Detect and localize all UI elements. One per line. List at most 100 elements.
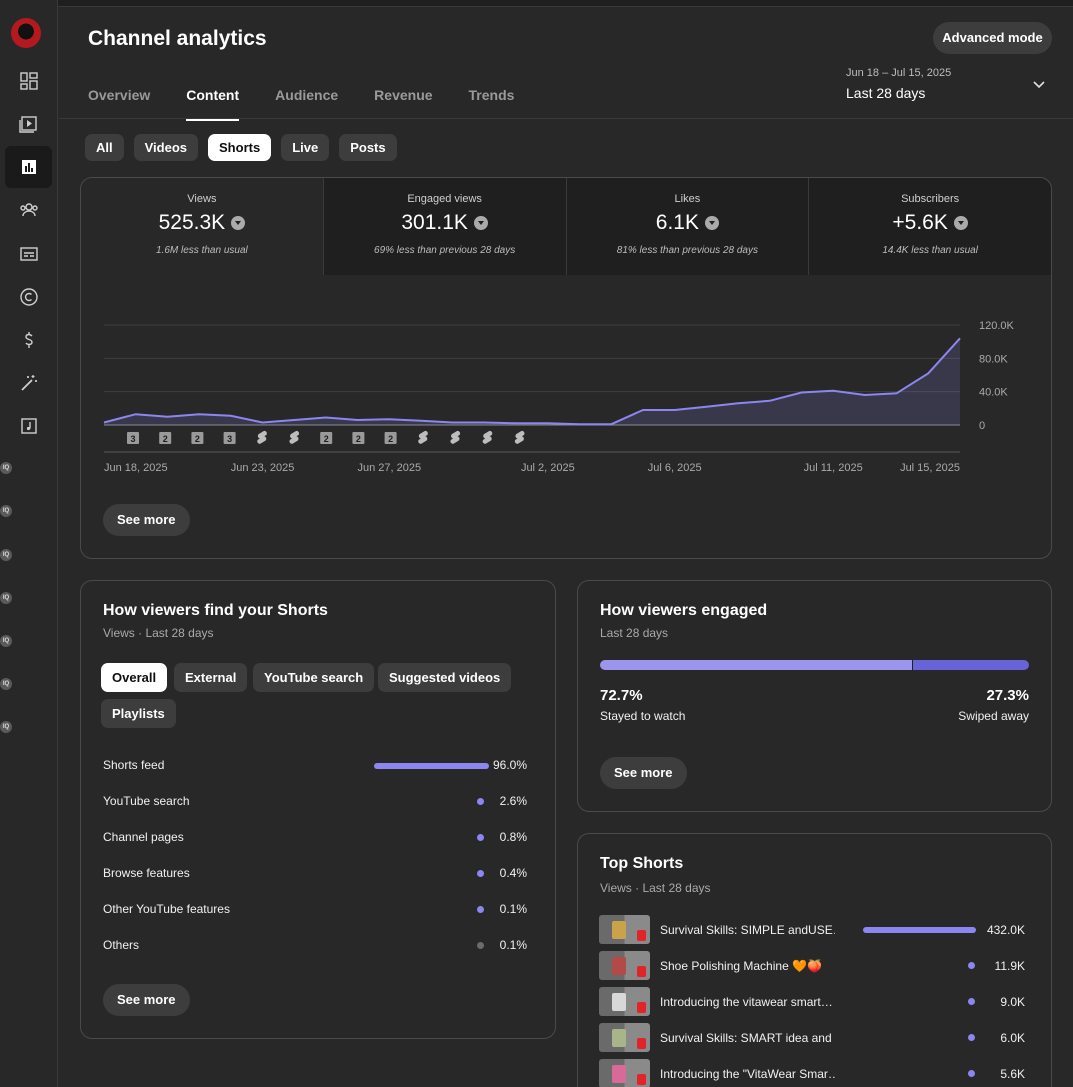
short-views-dot	[968, 1034, 975, 1041]
card-title: How viewers engaged	[600, 602, 768, 619]
upload-marker	[320, 432, 333, 444]
upload-marker	[352, 432, 365, 444]
metric-note: 69% less than previous 28 days	[374, 245, 516, 256]
y-tick-label: 120.0K	[979, 320, 1015, 332]
filter-youtube-search[interactable]: YouTube search	[253, 663, 375, 692]
chip-live[interactable]: Live	[281, 134, 330, 161]
content-icon[interactable]	[5, 103, 52, 145]
mini-channel-icon-3[interactable]: IQ	[0, 549, 12, 561]
swiped-stat: 27.3% Swiped away	[958, 687, 1029, 723]
dashboard-icon[interactable]	[5, 60, 52, 102]
short-thumbnail	[599, 1059, 650, 1087]
traffic-label: Other YouTube features	[103, 902, 230, 916]
copyright-icon[interactable]	[5, 276, 52, 318]
upload-marker-count: 3	[227, 434, 232, 444]
earn-icon[interactable]	[5, 319, 52, 361]
views-line-chart[interactable]: 120.0K 80.0K 40.0K 0 3 2 2 3 2 2 2 Jun 18, 2025 Jun …	[102, 308, 1022, 478]
top-short-row[interactable]: Introducing the "VitaWear Smar… 5.6K	[599, 1059, 1025, 1087]
short-views: 432.0K	[986, 923, 1025, 937]
shorts-icon	[637, 1074, 646, 1085]
mini-channel-icon-7[interactable]: IQ	[0, 721, 12, 733]
tabs-divider	[59, 118, 1073, 119]
card-subtitle: Last 28 days	[600, 626, 669, 640]
metric-value: 525.3K	[158, 211, 226, 234]
mini-channel-icon-6[interactable]: IQ	[0, 678, 12, 690]
arrow-down-icon	[704, 216, 719, 230]
customization-wand-icon[interactable]	[5, 362, 52, 404]
date-range-picker[interactable]: Jun 18 – Jul 15, 2025 Last 28 days	[846, 67, 1046, 107]
top-short-row[interactable]: Survival Skills: SMART idea and … 6.0K	[599, 1023, 1025, 1053]
filter-external[interactable]: External	[174, 663, 248, 692]
swiped-segment	[911, 660, 1029, 670]
filter-playlists[interactable]: Playlists	[101, 699, 176, 728]
traffic-dot	[477, 834, 484, 841]
short-title: Survival Skills: SIMPLE andUSE…	[660, 923, 835, 937]
short-views: 11.9K	[994, 959, 1025, 973]
chip-videos[interactable]: Videos	[133, 134, 199, 161]
x-tick-label: Jul 11, 2025	[804, 462, 863, 474]
tab-revenue[interactable]: Revenue	[374, 87, 433, 103]
tab-overview[interactable]: Overview	[88, 87, 151, 103]
arrow-down-icon	[473, 216, 488, 230]
short-views-bar	[863, 927, 976, 933]
shorts-icon	[637, 930, 646, 941]
date-range-dates: Jun 18 – Jul 15, 2025	[846, 67, 952, 79]
mini-channel-icon-4[interactable]: IQ	[0, 592, 12, 604]
chip-shorts[interactable]: Shorts	[208, 134, 272, 161]
mini-channel-icon-2[interactable]: IQ	[0, 505, 12, 517]
swiped-pct: 27.3%	[986, 687, 1029, 704]
metric-engaged-views[interactable]: Engaged views 301.1K 69% less than previ…	[322, 178, 566, 275]
filter-overall[interactable]: Overall	[101, 663, 168, 692]
metric-views[interactable]: Views 525.3K 1.6M less than usual	[81, 178, 323, 275]
card-title: How viewers find your Shorts	[103, 602, 328, 619]
chip-posts[interactable]: Posts	[339, 134, 397, 161]
traffic-sources-card: How viewers find your Shorts Views · Las…	[80, 580, 556, 1039]
chip-all[interactable]: All	[85, 134, 124, 161]
upload-marker	[191, 432, 204, 444]
card-subtitle: Views · Last 28 days	[600, 881, 711, 895]
tab-content[interactable]: Content	[186, 87, 239, 121]
engagement-card: How viewers engaged Last 28 days 72.7% S…	[577, 580, 1052, 812]
shorts-marker-icon	[450, 430, 461, 444]
x-tick-label: Jul 2, 2025	[521, 462, 575, 474]
channel-avatar[interactable]	[11, 18, 41, 48]
subtitles-icon[interactable]	[5, 233, 52, 275]
short-title: Introducing the "VitaWear Smar…	[660, 1067, 835, 1081]
metric-note: 1.6M less than usual	[156, 245, 248, 256]
tab-audience[interactable]: Audience	[275, 87, 339, 103]
top-short-row[interactable]: Introducing the vitawear smart… 9.0K	[599, 987, 1025, 1017]
analytics-icon[interactable]	[5, 146, 52, 188]
metric-subscribers[interactable]: Subscribers +5.6K 14.4K less than usual	[808, 178, 1051, 275]
upload-marker	[384, 432, 397, 444]
community-icon[interactable]	[5, 189, 52, 231]
traffic-row: YouTube search 2.6%	[103, 791, 527, 811]
views-area	[104, 338, 960, 425]
short-views: 6.0K	[1000, 1031, 1025, 1045]
metric-label: Likes	[674, 193, 701, 205]
advanced-mode-button[interactable]: Advanced mode	[933, 22, 1052, 54]
traffic-label: Shorts feed	[103, 758, 165, 772]
filter-suggested-videos[interactable]: Suggested videos	[378, 663, 512, 692]
date-range-label: Last 28 days	[846, 85, 926, 101]
see-more-button[interactable]: See more	[103, 504, 190, 536]
tab-trends[interactable]: Trends	[468, 87, 515, 103]
arrow-down-icon	[953, 216, 968, 230]
top-border	[0, 0, 1073, 7]
page-title: Channel analytics	[88, 27, 267, 50]
swiped-label: Swiped away	[958, 709, 1029, 723]
audio-library-icon[interactable]	[5, 405, 52, 447]
x-tick-label: Jul 15, 2025	[900, 462, 960, 474]
metric-likes[interactable]: Likes 6.1K 81% less than previous 28 day…	[565, 178, 809, 275]
short-views: 9.0K	[1000, 995, 1025, 1009]
see-more-button[interactable]: See more	[103, 984, 190, 1016]
traffic-bar	[373, 763, 489, 769]
see-more-button[interactable]: See more	[600, 757, 687, 789]
metric-label: Subscribers	[901, 193, 960, 205]
mini-channel-icon-5[interactable]: IQ	[0, 635, 12, 647]
traffic-pct: 0.8%	[499, 830, 527, 844]
top-short-row[interactable]: Survival Skills: SIMPLE andUSE… 432.0K	[599, 915, 1025, 945]
traffic-label: Others	[103, 938, 140, 952]
top-short-row[interactable]: Shoe Polishing Machine 🧡🍑 11.9K	[599, 951, 1025, 981]
mini-channel-icon-1[interactable]: IQ	[0, 462, 12, 474]
shorts-icon	[637, 1002, 646, 1013]
